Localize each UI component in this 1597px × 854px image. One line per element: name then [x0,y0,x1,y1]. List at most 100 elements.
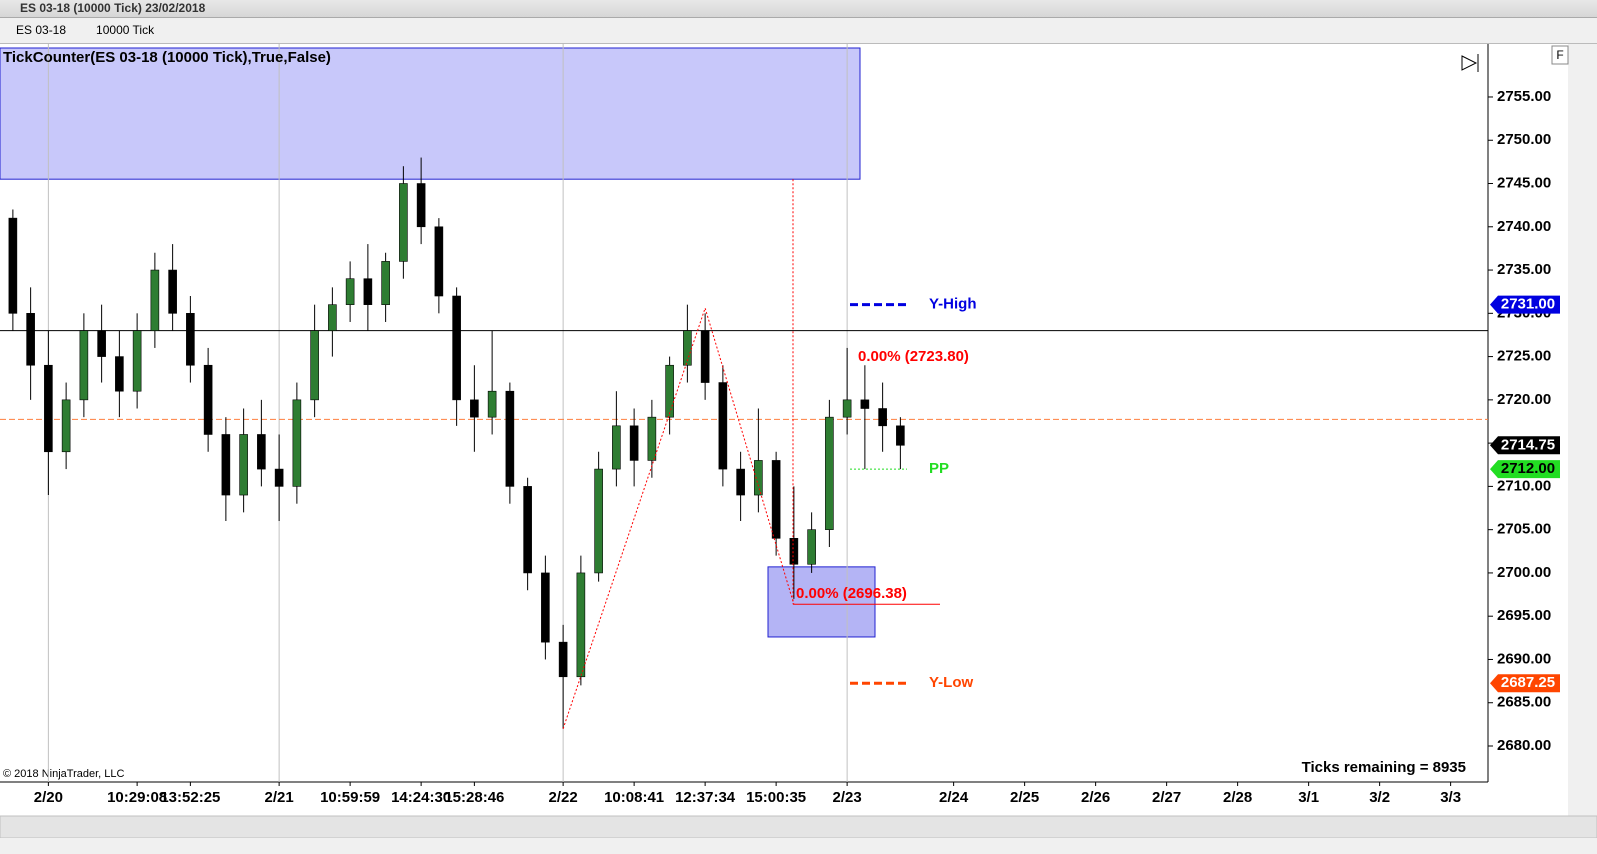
x-tick-label: 2/25 [1010,789,1039,806]
candle-body [310,330,319,401]
candle-body [896,425,905,446]
candle-body [292,399,302,487]
candle-body [629,425,639,461]
instrument[interactable]: ES 03-18 [16,23,67,37]
y-tick-label: 2685.00 [1497,694,1551,711]
candle-body [79,330,89,401]
y-tick-label: 2755.00 [1497,88,1551,105]
candle-body [736,468,745,496]
status-strip [0,838,1597,854]
candle-body [594,468,603,574]
y-tick-label: 2745.00 [1497,174,1551,191]
candle-body [452,295,461,401]
y-tick-label: 2700.00 [1497,564,1551,581]
x-tick-label: 10:59:59 [320,789,380,806]
side-strip [1568,44,1597,816]
period[interactable]: 10000 Tick [96,23,155,37]
candle-body [132,330,142,392]
y-tick-label: 2710.00 [1497,477,1551,494]
annotation: 0.00% (2723.80) [858,348,969,365]
candle-body [239,434,248,496]
level-name: Y-High [929,296,977,313]
candle-body [771,460,781,539]
candle-body [345,278,355,305]
x-tick-label: 14:24:30 [391,789,451,806]
candle-body [789,538,799,565]
x-tick-label: 10:08:41 [604,789,664,806]
candle-body [825,416,834,530]
candle-body [523,486,532,574]
y-tick-label: 2695.00 [1497,607,1551,624]
price-marker [1490,295,1560,314]
candle-body [26,313,35,366]
candle-body [257,434,266,470]
candle-body [8,217,18,314]
candle-body [115,356,124,392]
y-tick-label: 2750.00 [1497,131,1551,148]
x-tick-label: 10:29:08 [107,789,167,806]
candle-body [221,434,231,496]
price-marker [1490,674,1560,693]
x-tick-label: 2/28 [1223,789,1252,806]
candle-body [61,399,71,453]
candle-body [576,572,586,678]
x-tick-label: 2/26 [1081,789,1110,806]
x-tick-label: 15:00:35 [746,789,806,806]
candle-body [860,399,870,409]
candle-body [97,330,106,357]
toolbar: ES 03-18 10000 Tick [0,18,1597,44]
candle-body [399,183,408,262]
candle-body [505,390,515,487]
price-marker [1490,436,1560,455]
title-bar: ES 03-18 (10000 Tick) 23/02/2018 [0,0,1597,18]
y-tick-label: 2725.00 [1497,348,1551,365]
candle-body [487,390,497,418]
zone [0,47,861,180]
window-title: ES 03-18 (10000 Tick) 23/02/2018 [20,1,206,15]
price-marker-label: 2687.25 [1501,674,1555,691]
candle-body [168,269,177,314]
panel-button-label: F [1556,48,1563,62]
y-tick-label: 2740.00 [1497,218,1551,235]
scroll-end-icon[interactable] [1461,54,1479,72]
candle-body [44,364,53,453]
candle-body [754,460,763,496]
x-tick-label: 2/20 [34,789,63,806]
indicator-title: TickCounter(ES 03-18 (10000 Tick),True,F… [3,49,331,66]
zone [767,566,876,638]
x-tick-label: 3/1 [1298,789,1319,806]
candle-body [328,304,337,331]
annotation: 0.00% (2696.38) [796,585,907,602]
scrollbar[interactable] [0,815,1597,839]
price-marker [1490,460,1560,479]
level-name: PP [929,460,949,477]
candle-body [434,226,444,297]
price-marker-label: 2731.00 [1501,296,1555,313]
x-tick-label: 2/22 [549,789,578,806]
candle-body [665,364,674,418]
candle-body [558,641,568,678]
candle-body [203,364,213,435]
y-tick-label: 2735.00 [1497,261,1551,278]
x-tick-label: 13:52:25 [160,789,220,806]
y-tick-label: 2705.00 [1497,521,1551,538]
x-tick-label: 2/27 [1152,789,1181,806]
candle-body [363,278,373,305]
candle-body [274,468,284,487]
candle-body [700,330,710,383]
y-tick-label: 2680.00 [1497,737,1551,754]
copyright: © 2018 NinjaTrader, LLC [3,768,124,780]
candle-body [807,529,816,565]
candle-body [381,261,390,305]
candle-body [842,399,852,418]
candle-body [416,183,426,228]
candle-body [647,416,657,461]
panel-button[interactable] [1551,45,1569,65]
price-marker-label: 2714.75 [1501,436,1555,453]
status-text: Ticks remaining = 8935 [1302,759,1466,776]
candle-body [186,313,195,366]
candle-body [612,425,621,470]
level-name: Y-Low [929,674,973,691]
